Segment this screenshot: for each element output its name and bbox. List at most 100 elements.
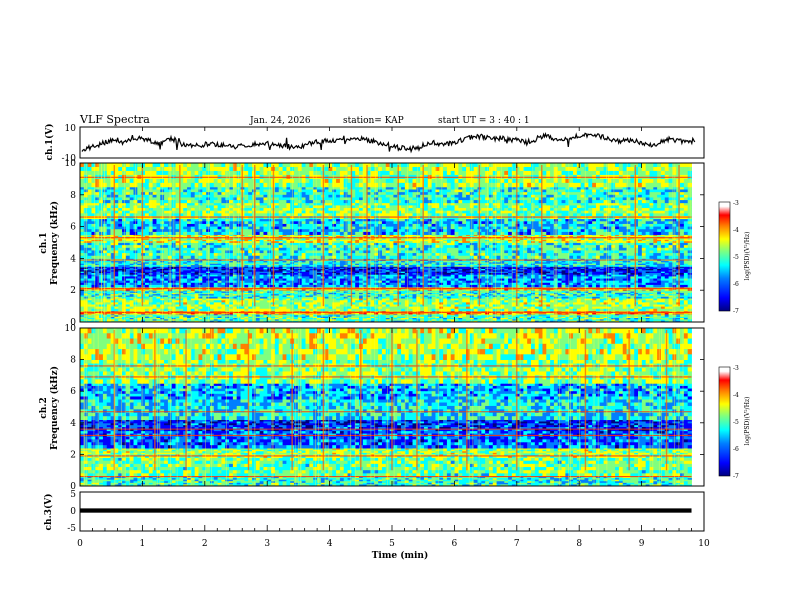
ch1-spectrogram-cell [420, 310, 425, 312]
ch1-spectrogram-cell [389, 313, 394, 315]
ch1-spectrogram-cell [626, 316, 631, 319]
ch1-spectrogram-cell [481, 289, 486, 291]
ch1-spectrogram-cell [680, 302, 685, 305]
ch1-spectrogram-cell [687, 314, 692, 316]
ch1-spectrogram-cell [183, 289, 188, 291]
ch1-spectrogram-cell [630, 308, 635, 312]
ch1-spectrogram-cell [114, 319, 119, 322]
ch1-spectrogram-cell [638, 300, 643, 303]
ch1-spectrogram-cell [102, 315, 108, 318]
ch1-spectrogram-cell [423, 308, 429, 312]
ch1-spectrogram-cell [389, 300, 394, 303]
ch1-spectrogram-cell [274, 320, 280, 322]
ch1-spectrogram-cell [527, 296, 532, 299]
ch1-spectrogram-cell [244, 318, 249, 320]
ch1-spectrogram-cell [102, 314, 108, 316]
ch1-spectrogram-cell [336, 314, 341, 316]
ch1-spectrogram-cell [282, 320, 287, 322]
ch1-spectrogram-cell [141, 315, 146, 318]
ch1-spectrogram-cell [152, 300, 157, 303]
ch1-spectrogram-cell [351, 302, 356, 305]
ch1-spectrogram-cell [527, 298, 532, 301]
ch1-spectrogram-cell [309, 319, 314, 322]
ch1-spectrogram-cell [527, 315, 532, 318]
ch1-spectrogram-cell [511, 300, 517, 303]
ch1-spectrogram-cell [106, 313, 111, 315]
ch1-spectrogram-cell [538, 298, 543, 301]
ch1-spectrogram-cell [595, 308, 601, 312]
ch1-spectrogram-cell [546, 289, 551, 291]
ch1-spectrogram-cell [466, 308, 471, 312]
ch1-spectrogram-cell [630, 304, 635, 308]
ch1-spectrogram-cell [164, 308, 169, 312]
ch1-spectrogram-cell [244, 300, 249, 303]
ch1-spectrogram-cell [87, 312, 92, 314]
ch1-spectrogram-cell [183, 315, 188, 318]
ch1-spectrogram-cell [653, 316, 658, 319]
ch1-spectrogram-cell [611, 312, 616, 314]
ch1-spectrogram-cell [481, 304, 486, 308]
ch1-spectrogram-cell [496, 304, 501, 308]
ch1-spectrogram-cell [573, 315, 578, 318]
ch1-spectrogram-cell [274, 311, 280, 313]
ch1-spectrogram-cell [309, 311, 314, 313]
ch1-spectrogram-cell [271, 318, 276, 320]
ch1-spectrogram-cell [561, 312, 566, 314]
ch1-spectrogram-cell [118, 320, 123, 322]
ch1-spectrogram-cell [466, 302, 471, 305]
ch1-spectrogram-cell [542, 311, 547, 313]
figure-title: VLF Spectra [79, 113, 150, 126]
ch1-spectrogram-cell [492, 315, 497, 318]
ch1-spectrogram-cell [645, 315, 650, 318]
ch1-spectrogram-cell [305, 289, 310, 291]
ch1-spectrogram-cell [401, 304, 406, 308]
ch1-spectrogram-cell [622, 315, 627, 318]
ch1-spectrogram-cell [347, 310, 352, 312]
ch1-spectrogram-cell [259, 312, 264, 314]
ch1-spectrogram-cell [370, 318, 375, 320]
ch1-spectrogram-cell [160, 313, 165, 315]
ch1-spectrogram-cell [668, 314, 673, 316]
ch1-spectrogram-cell [423, 315, 429, 318]
ch1-spectrogram-cell [680, 298, 685, 301]
ch1-spectrogram-cell [160, 311, 165, 313]
ch1-spectrogram-cell [110, 300, 115, 303]
ch1-spectrogram-cell [546, 314, 551, 316]
ch1-spectrogram-cell [91, 306, 96, 310]
ch1-spectrogram-cell [167, 318, 173, 320]
ch1-spectrogram-cell [672, 318, 677, 320]
ch1-spectrogram-cell [263, 300, 268, 303]
ch1-spectrogram-cell [324, 313, 329, 315]
ch1-spectrogram-cell [148, 310, 154, 312]
ch1-spectrogram-cell [374, 320, 379, 322]
ch1-spectrogram-cell [569, 316, 574, 319]
ch1-spectrogram-cell [488, 302, 494, 305]
ch1-spectrogram-cell [347, 320, 352, 322]
ch1-spectrogram-cell [615, 308, 620, 312]
ch1-spectrogram-cell [504, 312, 509, 314]
ch1-spectrogram-cell [129, 296, 134, 299]
ch1-spectrogram-cell [638, 319, 643, 322]
ch1-spectrogram-cell [297, 298, 303, 301]
ch1-spectrogram-cell [653, 300, 658, 303]
ch1-spectrogram-cell [232, 302, 238, 305]
ch1-spectrogram-cell [156, 314, 161, 316]
ch1-spectrogram-cell [435, 302, 440, 305]
ch1-spectrogram-cell [213, 298, 218, 301]
ch1-spectrogram-cell [393, 289, 398, 291]
ch1-spectrogram-cell [634, 302, 639, 305]
ch1-spectrogram-cell [454, 310, 459, 312]
ch1-spectrogram-cell [95, 306, 100, 310]
ch1-spectrogram-cell [443, 310, 448, 312]
ch1-spectrogram-cell [301, 310, 306, 312]
ch1-spectrogram-cell [343, 313, 348, 315]
ch1-spectrogram-cell [137, 312, 142, 314]
ch1-spectrogram-cell [538, 318, 543, 320]
ch1-spectrogram-cell [351, 311, 356, 313]
ch1-spectrogram-cell [133, 312, 138, 314]
ch1-spectrogram-cell [607, 296, 612, 299]
ch1-spectrogram-cell [557, 318, 562, 320]
ch1-spectrogram-cell [271, 320, 276, 322]
ch1-spectrogram-cell [259, 315, 264, 318]
ch1-spectrogram-cell [420, 312, 425, 314]
